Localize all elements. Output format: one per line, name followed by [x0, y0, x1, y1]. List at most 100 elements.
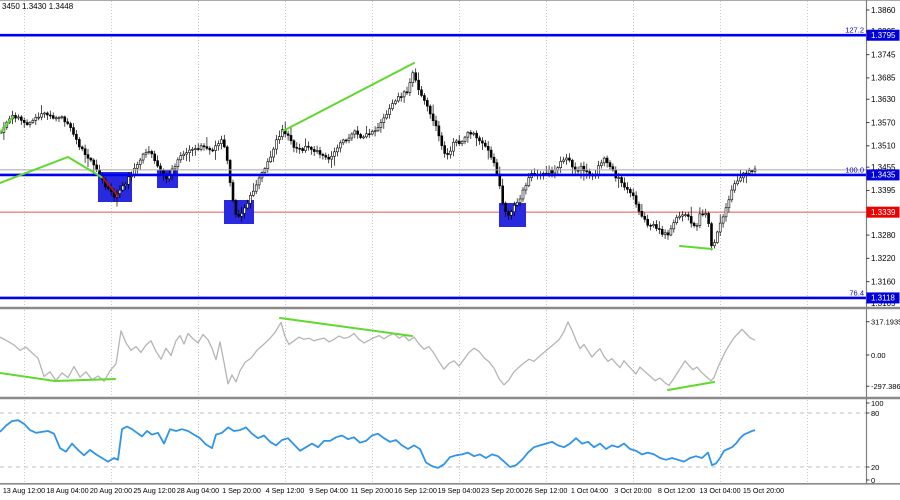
candle-body — [640, 211, 644, 217]
candle-body — [318, 150, 322, 155]
candle-body — [25, 122, 29, 125]
candle-body — [747, 170, 751, 174]
candle-body — [266, 161, 270, 169]
cci-trendline[interactable] — [279, 317, 413, 337]
candle-body — [388, 108, 391, 115]
candle-body — [138, 159, 142, 165]
cci-trendline[interactable] — [0, 372, 116, 383]
candle-body — [362, 136, 365, 139]
time-axis-label: 4 Sep 12:00 — [266, 486, 305, 495]
candle-body — [315, 150, 319, 152]
price-badge — [866, 169, 900, 181]
candle-body — [194, 148, 197, 150]
candle-body — [559, 161, 563, 169]
candle-body — [501, 185, 505, 204]
candle-body — [202, 145, 206, 148]
candle-body — [234, 200, 238, 215]
candle-body — [460, 141, 464, 145]
candle-body — [121, 185, 125, 191]
time-axis-label: 28 Aug 04:00 — [177, 486, 219, 495]
price-tick-label: 1.3860 — [871, 6, 896, 15]
candle-body — [492, 156, 496, 164]
fib-percent-label: 127.2 — [845, 26, 864, 35]
stoch-line — [0, 419, 756, 469]
time-axis-label: 19 Sep 04:00 — [438, 486, 481, 495]
candle-body — [489, 149, 493, 158]
candle-body — [144, 151, 148, 155]
candle-body — [237, 214, 241, 217]
candle-body — [286, 133, 290, 136]
candle-body — [512, 204, 516, 213]
price-badge — [866, 292, 900, 304]
candle-body — [22, 120, 26, 123]
candle-body — [211, 149, 214, 152]
candle-body — [414, 72, 418, 81]
candle-body — [46, 112, 49, 116]
candle-body — [63, 116, 67, 123]
candle-body — [582, 165, 586, 172]
candle-body — [156, 160, 159, 167]
time-axis-label: 9 Sep 04:00 — [309, 486, 348, 495]
candle-body — [570, 159, 574, 168]
candle-body — [72, 127, 75, 135]
trendline-green[interactable] — [679, 245, 713, 250]
candle-body — [223, 139, 226, 148]
candle-body — [425, 100, 429, 107]
candle-body — [350, 133, 354, 139]
candle-body — [48, 114, 52, 117]
candle-body — [457, 140, 461, 145]
trendline-green[interactable] — [282, 62, 415, 132]
candle-body — [54, 117, 58, 120]
candle-body — [713, 242, 716, 247]
candle-body — [208, 148, 212, 151]
candle-body — [402, 91, 406, 98]
candle-body — [681, 214, 684, 217]
candle-body — [40, 113, 43, 118]
candle-body — [28, 122, 32, 125]
trendline-green[interactable] — [0, 155, 104, 184]
candle-body — [249, 195, 252, 204]
time-axis-label: 8 Oct 12:00 — [658, 486, 695, 495]
price-badge-label: 1.3435 — [871, 171, 896, 180]
stoch-axis-label: 0 — [871, 476, 875, 485]
candle-body — [14, 115, 17, 119]
candle-body — [336, 147, 339, 153]
candle-body — [147, 151, 151, 153]
candle-body — [434, 120, 438, 127]
candle-body — [231, 182, 235, 201]
time-axis-label: 1 Sep 20:00 — [222, 486, 261, 495]
time-axis: 13 Aug 12:00 18 Aug 04:00 20 Aug 20:00 25 A… — [3, 486, 784, 495]
candle-body — [257, 177, 261, 186]
candle-body — [356, 130, 360, 135]
candle-body — [620, 177, 623, 184]
candle-body — [309, 146, 313, 150]
price-axis: 1.38601.38051.37451.36851.36301.35701.35… — [845, 6, 900, 485]
candle-body — [524, 185, 528, 191]
candle-body — [599, 162, 603, 166]
candle-body — [69, 123, 72, 128]
candle-body — [660, 228, 664, 235]
trendline-green[interactable] — [0, 116, 14, 134]
candle-body — [652, 224, 655, 227]
candle-body — [185, 152, 188, 155]
candle-body — [225, 146, 229, 161]
candle-body — [31, 119, 35, 123]
cci-trendline[interactable] — [667, 381, 715, 391]
candle-body — [562, 159, 565, 162]
candle-body — [370, 131, 374, 135]
stoch-axis-label: 20 — [871, 463, 879, 472]
trendline-red[interactable] — [102, 177, 119, 197]
candle-body — [602, 157, 606, 164]
candle-body — [634, 195, 638, 205]
candle-body — [472, 132, 476, 135]
candle-body — [605, 157, 609, 163]
candle-body — [466, 132, 470, 138]
candle-body — [353, 130, 357, 135]
candle-body — [66, 121, 69, 124]
candle-body — [408, 82, 412, 93]
candle-body — [521, 189, 525, 200]
candle-body — [399, 96, 403, 98]
candle-body — [689, 216, 693, 224]
